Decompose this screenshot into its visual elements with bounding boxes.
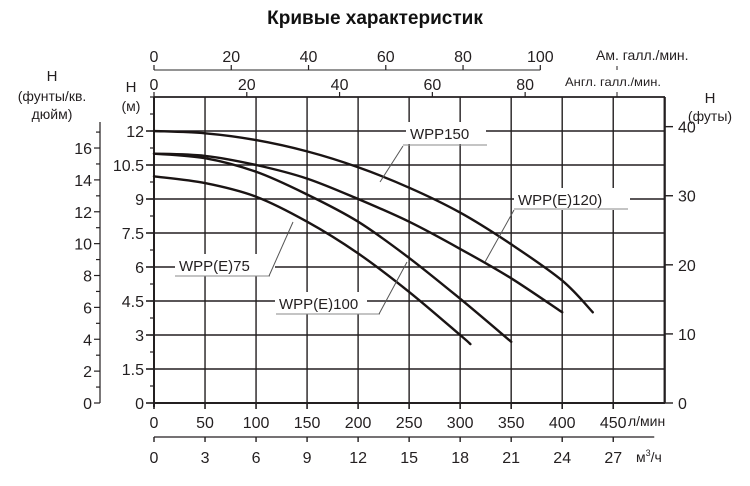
psi-axis-tick-label: 0 [83,396,92,413]
callout-wpp150: WPP150 [379,122,487,183]
us-gpm-axis-tick-label: 0 [150,49,159,66]
curve-wpp-e-100 [152,152,513,343]
psi-axis-tick-label: 14 [74,173,92,190]
m3h-axis-tick-label: 3 [201,450,210,467]
callout-background [406,122,486,144]
curve-wpp-e-120- [152,152,564,314]
callout-leader-line [379,145,404,183]
callout-background [275,292,367,314]
m3h-axis-label: м3/ч [636,448,662,465]
callout-background [175,254,275,276]
lpm-axis-tick-label: 50 [196,415,214,432]
callout-leader-line [484,209,515,263]
ft-axis-h: H [705,90,716,107]
chart-title: Кривые характеристик [267,8,483,29]
psi-axis-tick-label: 4 [83,332,92,349]
psi-axis-tick-label: 16 [74,141,92,158]
m-axis-tick-label: 10.5 [113,158,144,175]
psi-axis-tick-label: 8 [83,269,92,286]
m-axis-unit: (м) [122,98,141,114]
callout-label: WPP(E)75 [179,258,250,275]
psi-axis-tick-label: 10 [74,237,92,254]
callout-wpp-e-120-: WPP(E)120) [484,188,630,263]
uk-gpm-axis-tick-label: 80 [516,77,534,94]
m-axis-tick-label: 4.5 [122,294,144,311]
lpm-axis-tick-label: 0 [150,415,159,432]
m3h-axis-tick-label: 6 [252,450,261,467]
ft-axis-tick-label: 40 [678,120,696,137]
callout-wpp-e-100: WPP(E)100 [275,261,408,315]
lpm-axis-tick-label: 150 [294,415,321,432]
uk-gpm-axis-tick-label: 40 [331,77,349,94]
lpm-axis-tick-label: 400 [549,415,576,432]
uk-gpm-axis-tick-label: 0 [150,77,159,94]
ft-axis-tick-label: 10 [678,327,696,344]
lpm-axis-tick-label: 200 [345,415,372,432]
us-gpm-axis-tick-label: 100 [527,49,554,66]
m-axis-tick-label: 0 [135,396,144,413]
psi-axis-h: H [47,68,58,85]
m-axis-h: H [126,79,137,96]
m3h-axis-tick-label: 24 [553,450,571,467]
ft-axis-unit: (футы) [688,108,732,124]
ft-axis-tick-label: 20 [678,258,696,275]
curve-callouts: WPP150 WPP(E)120) WPP(E)100 WPP(E)75 [175,122,630,315]
m3h-axis-tick-label: 21 [502,450,520,467]
callout-label: WPP150 [410,126,469,143]
psi-axis-tick-label: 6 [83,300,92,317]
ft-axis-tick-label: 0 [678,396,687,413]
performance-curves [152,129,594,346]
ft-axis-tick-label: 30 [678,189,696,206]
lpm-axis-tick-label: 300 [447,415,474,432]
m-axis-tick-label: 1.5 [122,362,144,379]
uk-gpm-axis-tick-label: 60 [423,77,441,94]
m3h-axis-tick-label: 0 [150,450,159,467]
m3h-axis-tick-label: 15 [400,450,418,467]
axis-titles: Ам. галл./мин. Англ. галл./мин. H (фунты… [18,47,732,465]
psi-axis-tick-label: 2 [83,364,92,381]
m-axis-tick-label: 3 [135,328,144,345]
lpm-axis-tick-label: 100 [243,415,270,432]
us-gpm-axis-label: Ам. галл./мин. [596,47,689,63]
us-gpm-axis-tick-label: 80 [454,49,472,66]
lpm-axis-label: л/мин [628,413,665,429]
us-gpm-axis-tick-label: 40 [300,49,318,66]
m-axis-tick-label: 12 [126,124,144,141]
lpm-axis-tick-label: 250 [396,415,423,432]
callout-leader-line [378,261,408,315]
psi-axis-tick-label: 12 [74,205,92,222]
callout-label: WPP(E)120) [518,192,602,209]
us-gpm-axis-tick-label: 20 [222,49,240,66]
m-axis-tick-label: 7.5 [122,226,144,243]
lpm-axis-tick-label: 450 [600,415,627,432]
psi-axis-unit-2: дюйм) [32,106,73,122]
axes: 01.534.567.5910.512024681012141601020304… [74,49,696,467]
uk-gpm-axis-label: Англ. галл./мин. [565,75,661,89]
lpm-axis-tick-label: 350 [498,415,525,432]
m-axis-tick-label: 6 [135,260,144,277]
callout-label: WPP(E)100 [279,296,358,313]
m3h-axis-tick-label: 9 [303,450,312,467]
m3h-axis-tick-label: 27 [604,450,622,467]
m-axis-tick-label: 9 [135,192,144,209]
callout-leader-line [268,221,294,277]
curve-wpp-e-75 [152,175,472,346]
us-gpm-axis-tick-label: 60 [377,49,395,66]
callout-background [514,188,630,210]
psi-axis-unit-1: (фунты/кв. [18,88,87,104]
m3h-axis-tick-label: 12 [349,450,367,467]
m3h-axis-tick-label: 18 [451,450,469,467]
uk-gpm-axis-tick-label: 20 [238,77,256,94]
callout-wpp-e-75: WPP(E)75 [175,221,294,277]
